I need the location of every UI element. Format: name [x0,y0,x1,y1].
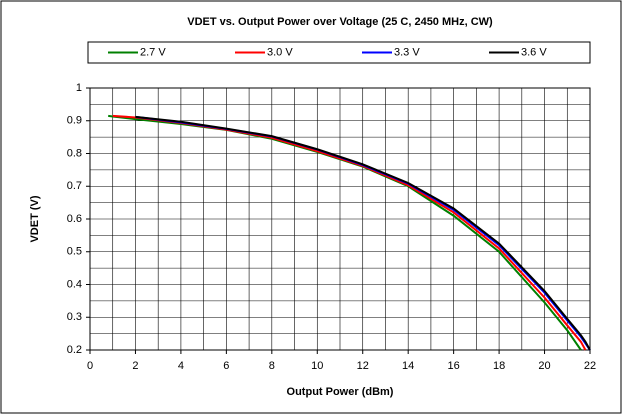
x-tick-label: 6 [223,360,229,372]
x-tick-label: 22 [584,360,596,372]
x-tick-label: 4 [178,360,184,372]
legend-label: 3.3 V [394,46,420,58]
x-axis-label: Output Power (dBm) [287,386,394,398]
x-tick-label: 8 [269,360,275,372]
legend-box [87,41,591,64]
y-tick-label: 0.5 [67,246,82,258]
x-tick-label: 2 [132,360,138,372]
y-axis-label: VDET (V) [29,195,41,242]
x-tick-label: 10 [311,360,323,372]
series-line [135,115,591,351]
x-tick-label: 16 [448,360,460,372]
x-tick-label: 18 [493,360,505,372]
y-tick-label: 0.6 [67,213,82,225]
x-tick-label: 14 [402,360,414,372]
y-tick-label: 0.8 [67,147,82,159]
y-tick-label: 0.9 [67,115,82,127]
legend-label: 2.7 V [140,46,166,58]
x-tick-label: 12 [357,360,369,372]
y-tick-label: 0.3 [67,311,82,323]
x-tick-label: 20 [538,360,550,372]
plot-area [89,87,591,351]
y-tick-label: 0.2 [67,344,82,356]
y-tick-label: 1 [76,82,82,94]
chart-title: VDET vs. Output Power over Voltage (25 C… [187,16,493,28]
legend-label: 3.6 V [521,46,547,58]
x-tick-label: 0 [87,360,93,372]
y-tick-label: 0.4 [67,278,82,290]
y-tick-label: 0.7 [67,180,82,192]
legend-label: 3.0 V [267,46,293,58]
